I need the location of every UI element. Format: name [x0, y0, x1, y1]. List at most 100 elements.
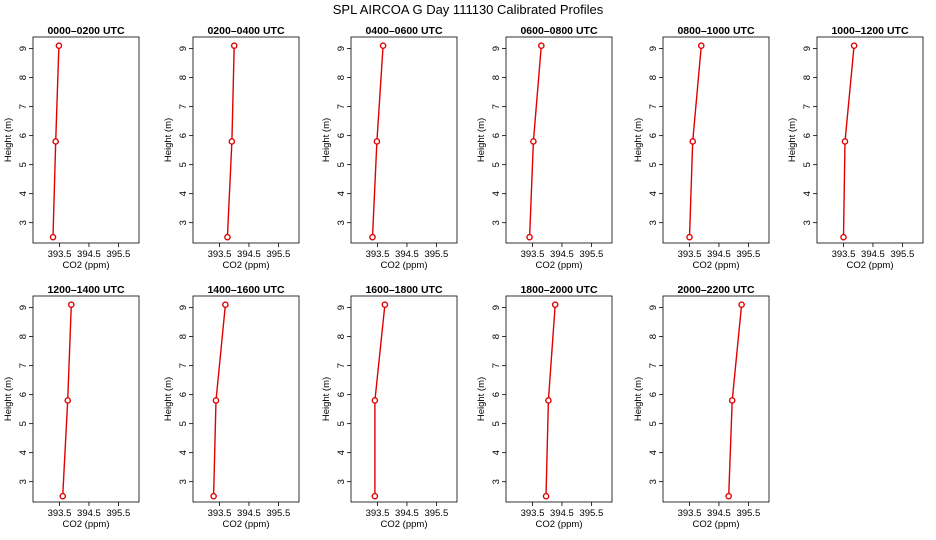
y-tick-label: 6 — [18, 392, 29, 397]
plot-frame — [192, 295, 300, 503]
y-tick-label: 9 — [178, 305, 189, 310]
y-tick-label: 5 — [648, 162, 659, 167]
profile-point — [840, 233, 847, 241]
y-tick-label: 4 — [178, 191, 189, 196]
x-tick-label: 393.5 — [366, 508, 390, 519]
y-tick-label: 9 — [648, 305, 659, 310]
y-tick-label: 8 — [648, 334, 659, 339]
x-tick-label: 394.5 — [550, 508, 574, 519]
profile-panel: 1000–1200 UTC 393.5 394.5 395.5 3 4 5 6 7 8 9 CO2 (… — [787, 25, 924, 271]
panel-title: 0600–0800 UTC — [520, 25, 597, 37]
y-tick-label: 5 — [18, 162, 29, 167]
x-tick-label: 395.5 — [579, 508, 603, 519]
profile-point — [738, 301, 745, 309]
profile-point — [228, 138, 236, 145]
profile-panel: 1200–1400 UTC 393.5 394.5 395.5 3 4 5 6 7 8 9 CO2 (… — [3, 284, 140, 530]
y-tick-label: 9 — [178, 46, 189, 51]
y-tick-label: 9 — [648, 46, 659, 51]
y-tick-label: 7 — [802, 104, 813, 109]
y-tick-label: 9 — [18, 305, 29, 310]
profile-panel: 2000–2200 UTC 393.5 394.5 395.5 3 4 5 6 7 8 9 CO2 (… — [633, 284, 770, 530]
y-tick-label: 7 — [178, 363, 189, 368]
y-tick-label: 8 — [491, 75, 502, 80]
y-tick-label: 7 — [18, 104, 29, 109]
x-tick-label: 395.5 — [890, 249, 914, 260]
plot-frame — [662, 36, 770, 244]
y-tick-label: 6 — [18, 133, 29, 138]
y-axis-title: Height (m) — [321, 118, 332, 162]
x-tick-label: 393.5 — [208, 249, 232, 260]
y-tick-label: 3 — [336, 220, 347, 225]
panel-title: 0800–1000 UTC — [677, 25, 754, 37]
profile-point — [841, 138, 849, 145]
panel-title: 1800–2000 UTC — [520, 284, 597, 296]
y-axis-title: Height (m) — [3, 118, 14, 162]
y-tick-label: 6 — [491, 392, 502, 397]
y-tick-label: 4 — [491, 191, 502, 196]
x-tick-label: 395.5 — [106, 249, 130, 260]
x-axis-title: CO2 (ppm) — [381, 519, 428, 530]
x-tick-label: 394.5 — [861, 249, 885, 260]
panel-title: 0000–0200 UTC — [47, 25, 124, 37]
y-tick-label: 3 — [648, 479, 659, 484]
y-tick-label: 3 — [491, 220, 502, 225]
profile-point — [55, 42, 63, 50]
y-tick-label: 6 — [491, 133, 502, 138]
x-tick-label: 395.5 — [424, 508, 448, 519]
y-tick-label: 5 — [336, 421, 347, 426]
y-tick-label: 5 — [491, 162, 502, 167]
plot-frame — [32, 295, 140, 503]
x-tick-label: 394.5 — [237, 508, 261, 519]
y-tick-label: 5 — [648, 421, 659, 426]
x-tick-label: 394.5 — [395, 249, 419, 260]
profile-point — [850, 42, 858, 50]
profile-point — [728, 397, 736, 404]
y-axis-title: Height (m) — [476, 118, 487, 162]
profile-panel: 1800–2000 UTC 393.5 394.5 395.5 3 4 5 6 7 8 9 CO2 (… — [476, 284, 613, 530]
y-axis-title: Height (m) — [787, 118, 798, 162]
y-tick-label: 4 — [336, 191, 347, 196]
y-tick-label: 7 — [336, 104, 347, 109]
y-tick-label: 3 — [18, 479, 29, 484]
y-axis-title: Height (m) — [3, 377, 14, 421]
profile-point — [697, 42, 705, 50]
profile-point — [371, 397, 379, 404]
x-tick-label: 394.5 — [77, 508, 101, 519]
profile-point — [369, 233, 376, 241]
profile-point — [371, 492, 379, 500]
y-tick-label: 8 — [802, 75, 813, 80]
y-tick-label: 9 — [491, 46, 502, 51]
plot-frame — [505, 295, 613, 503]
panel-title: 1200–1400 UTC — [47, 284, 124, 296]
profile-point — [379, 42, 387, 50]
y-tick-label: 3 — [648, 220, 659, 225]
profile-panel: 1600–1800 UTC 393.5 394.5 395.5 3 4 5 6 7 8 9 CO2 (… — [321, 284, 458, 530]
x-axis-title: CO2 (ppm) — [693, 519, 740, 530]
profile-point — [526, 233, 533, 241]
y-tick-label: 4 — [648, 191, 659, 196]
profile-point — [725, 492, 732, 500]
x-axis-title: CO2 (ppm) — [381, 260, 428, 271]
x-tick-label: 393.5 — [678, 249, 702, 260]
y-axis-title: Height (m) — [163, 118, 174, 162]
y-axis-title: Height (m) — [163, 377, 174, 421]
y-tick-label: 4 — [178, 450, 189, 455]
x-tick-label: 393.5 — [521, 249, 545, 260]
x-tick-label: 393.5 — [366, 249, 390, 260]
x-axis-title: CO2 (ppm) — [223, 260, 270, 271]
y-tick-label: 3 — [336, 479, 347, 484]
y-tick-label: 6 — [336, 133, 347, 138]
profile-point — [686, 233, 693, 241]
x-tick-label: 394.5 — [707, 508, 731, 519]
profile-panel: 0800–1000 UTC 393.5 394.5 395.5 3 4 5 6 7 8 9 CO2 (… — [633, 25, 770, 271]
y-tick-label: 9 — [336, 305, 347, 310]
x-axis-title: CO2 (ppm) — [63, 519, 110, 530]
y-tick-label: 5 — [336, 162, 347, 167]
x-tick-label: 395.5 — [736, 508, 760, 519]
y-axis-title: Height (m) — [633, 118, 644, 162]
x-axis-title: CO2 (ppm) — [63, 260, 110, 271]
x-axis-title: CO2 (ppm) — [223, 519, 270, 530]
y-tick-label: 7 — [18, 363, 29, 368]
y-tick-label: 5 — [18, 421, 29, 426]
